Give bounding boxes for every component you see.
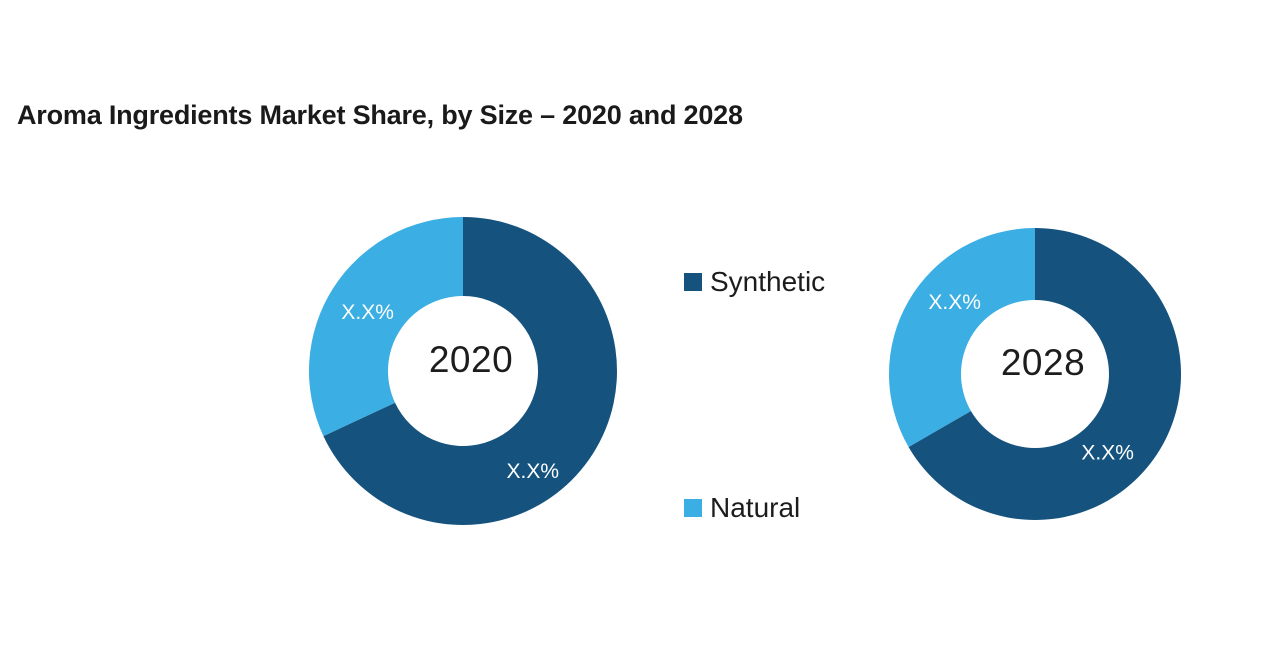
donut-2028: X.X% X.X% 2028: [888, 228, 1181, 520]
donut-2020-slice-natural: [309, 217, 463, 437]
legend-label-natural: Natural: [710, 492, 801, 523]
donut-center-label-2020: 2020: [429, 339, 513, 380]
donut-2028-slice-natural: [888, 228, 1035, 447]
legend-swatch-synthetic: [684, 273, 702, 291]
donut-center-label-2028: 2028: [1001, 342, 1085, 383]
legend-label-synthetic: Synthetic: [710, 266, 826, 297]
donut-2020: X.X% X.X% 2020: [309, 217, 618, 525]
legend-item-synthetic: Synthetic: [684, 265, 825, 299]
chart-title: Aroma Ingredients Market Share, by Size …: [17, 100, 743, 130]
slice-label-2028-synthetic: X.X%: [1081, 441, 1134, 464]
slice-label-2020-natural: X.X%: [341, 301, 394, 324]
slice-label-2028-natural: X.X%: [928, 291, 981, 314]
legend-swatch-natural: [684, 499, 702, 517]
donut-2020-slice-synthetic: [323, 217, 618, 525]
slice-label-2020-synthetic: X.X%: [507, 460, 560, 483]
donut-2028-slice-synthetic: [908, 228, 1181, 520]
legend-item-natural: Natural: [684, 491, 800, 525]
